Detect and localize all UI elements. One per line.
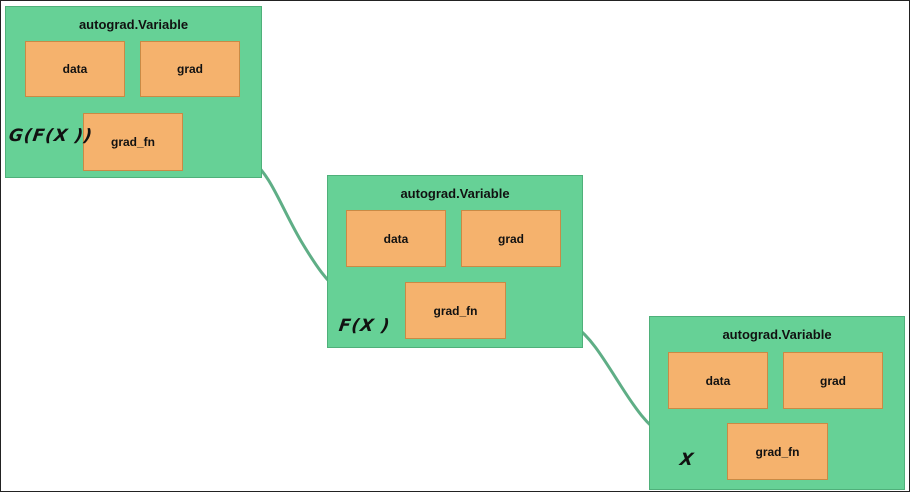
data-field: data — [346, 210, 446, 267]
grad-fn-field: grad_fn — [405, 282, 506, 339]
data-field: data — [668, 352, 768, 409]
data-field: data — [25, 41, 125, 97]
function-label: F(X ) — [337, 316, 392, 336]
variable-title: autograd.Variable — [400, 186, 510, 201]
grad-field: grad — [140, 41, 240, 97]
variable-node-3: autograd.Variable data grad grad_fn — [649, 316, 905, 490]
variable-node-2: autograd.Variable data grad grad_fn — [327, 175, 583, 348]
grad-field: grad — [783, 352, 883, 409]
grad-fn-field: grad_fn — [83, 113, 183, 171]
function-label: X — [678, 450, 696, 470]
function-label: G(F(X )) — [7, 126, 95, 146]
grad-field: grad — [461, 210, 561, 267]
grad-fn-field: grad_fn — [727, 423, 828, 480]
variable-title: autograd.Variable — [78, 17, 189, 32]
variable-title: autograd.Variable — [722, 327, 832, 342]
variable-node-1: autograd.Variable data grad grad_fn — [5, 6, 262, 178]
